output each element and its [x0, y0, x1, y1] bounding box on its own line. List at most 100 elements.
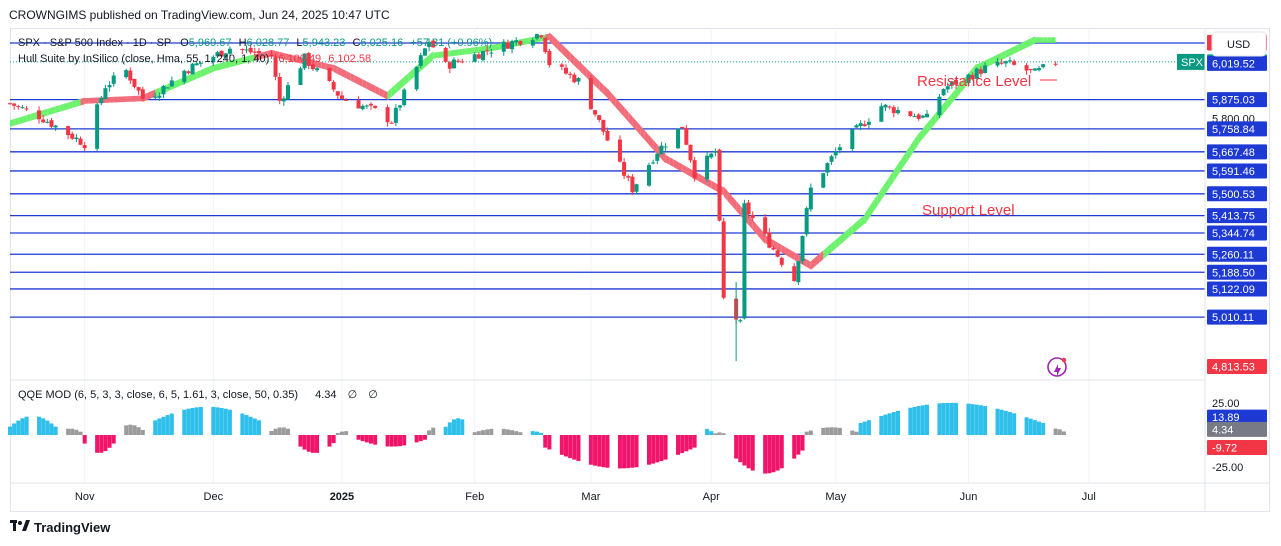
hull-segment — [26, 113, 31, 122]
hull-segment — [68, 101, 73, 110]
price-label: 5,122.09 — [1212, 284, 1255, 296]
currency-button[interactable] — [1211, 31, 1267, 57]
candle-body — [128, 70, 133, 81]
tradingview-logo-icon — [10, 520, 30, 535]
hull-segment — [10, 118, 15, 127]
qqe-bar — [66, 428, 71, 435]
hull-segment — [893, 164, 898, 182]
hull-segment — [607, 88, 612, 103]
candle-body — [995, 61, 1000, 66]
hull-segment — [354, 75, 359, 85]
hull-segment — [960, 78, 965, 94]
hull-segment — [117, 96, 123, 103]
candle-body — [339, 95, 344, 99]
qqe-bar — [310, 435, 315, 453]
qqe-bar — [588, 435, 593, 465]
qqe-bar — [534, 431, 539, 435]
candle-body — [505, 42, 510, 49]
chart-frame — [10, 28, 1270, 512]
hull-segment — [947, 93, 952, 109]
candle-body — [16, 106, 21, 108]
hull-segment — [578, 60, 583, 74]
qqe-bar — [543, 435, 548, 448]
hull-segment — [263, 50, 268, 59]
qqe-bar — [646, 435, 651, 465]
qqe-bar — [505, 429, 510, 435]
hull-segment — [279, 51, 284, 60]
candle-body — [431, 40, 436, 48]
candle-body — [630, 176, 635, 193]
hull-segment — [491, 44, 496, 52]
candle-body — [186, 71, 191, 74]
hull-segment — [84, 97, 89, 104]
hull-segment — [906, 145, 911, 163]
qqe-bar — [866, 420, 871, 435]
hull-segment — [727, 191, 732, 206]
qqe-bar — [763, 435, 768, 474]
replay-icon[interactable] — [1047, 357, 1067, 377]
candle-body — [676, 128, 681, 149]
qqe-bar — [734, 435, 739, 459]
qqe-legend-value: 4.34 — [315, 389, 336, 401]
hull-segment — [370, 83, 376, 94]
candle-body — [983, 65, 988, 74]
qqe-bar — [924, 404, 929, 435]
candle-body — [252, 51, 257, 53]
price-label: -25.00 — [1212, 462, 1243, 474]
candle-body — [427, 41, 432, 47]
time-tick-label: 2025 — [330, 491, 354, 503]
qqe-bar — [99, 435, 104, 453]
candle-body — [244, 49, 249, 51]
candle-body — [414, 66, 419, 90]
candle-body — [692, 160, 697, 179]
qqe-bar — [742, 435, 747, 466]
hull-segment — [72, 100, 77, 109]
candle-body — [182, 70, 187, 83]
hull-segment — [848, 225, 853, 238]
candle-body — [8, 103, 12, 105]
qqe-bar — [983, 406, 988, 435]
qqe-bar — [891, 412, 896, 435]
qqe-bar — [920, 405, 925, 435]
qqe-bar — [460, 419, 465, 435]
price-label: 5,591.46 — [1212, 166, 1255, 178]
qqe-bar — [481, 430, 486, 435]
hull-segment — [624, 107, 629, 122]
qqe-bar — [858, 423, 863, 435]
candle-body — [941, 89, 946, 96]
candle-body — [74, 137, 79, 140]
price-label-bg — [1207, 264, 1267, 280]
candle-body — [688, 144, 693, 161]
candle-body — [1028, 68, 1033, 70]
hull-segment — [993, 54, 998, 64]
qqe-bar — [954, 402, 959, 435]
qqe-bar — [634, 435, 639, 468]
hull-segment — [669, 157, 674, 168]
hull-segment — [790, 249, 795, 260]
price-label-bg — [1207, 359, 1267, 375]
price-label-bg — [1207, 246, 1267, 262]
candle-body — [771, 247, 776, 250]
qqe-bar — [169, 413, 174, 435]
spx-tag-bg — [1177, 53, 1205, 70]
candle-body — [476, 54, 481, 59]
candle-body — [248, 47, 253, 53]
qqe-legend-name: QQE MOD (6, 5, 3, 3, close, 6, 5, 1.61, … — [18, 389, 298, 401]
legend-change: +57.31 (+0.96%) — [410, 37, 492, 49]
price-label: 5,260.11 — [1212, 249, 1254, 261]
candle-body — [775, 250, 780, 257]
qqe-bar — [825, 427, 830, 435]
qqe-bar — [676, 435, 681, 455]
price-label: 5,413.75 — [1212, 211, 1255, 223]
candle-body — [298, 68, 303, 85]
candle-body — [327, 68, 332, 82]
hull-segment — [217, 62, 222, 71]
legend-line: SPX · S&P 500 Index · 1D · SP O5,969.67 … — [18, 37, 492, 49]
qqe-bar — [530, 431, 535, 435]
candle-body — [709, 153, 714, 158]
hull-segment — [22, 115, 27, 124]
qqe-bar — [688, 435, 693, 450]
candle-body — [588, 78, 593, 110]
qqe-bar — [564, 435, 569, 457]
